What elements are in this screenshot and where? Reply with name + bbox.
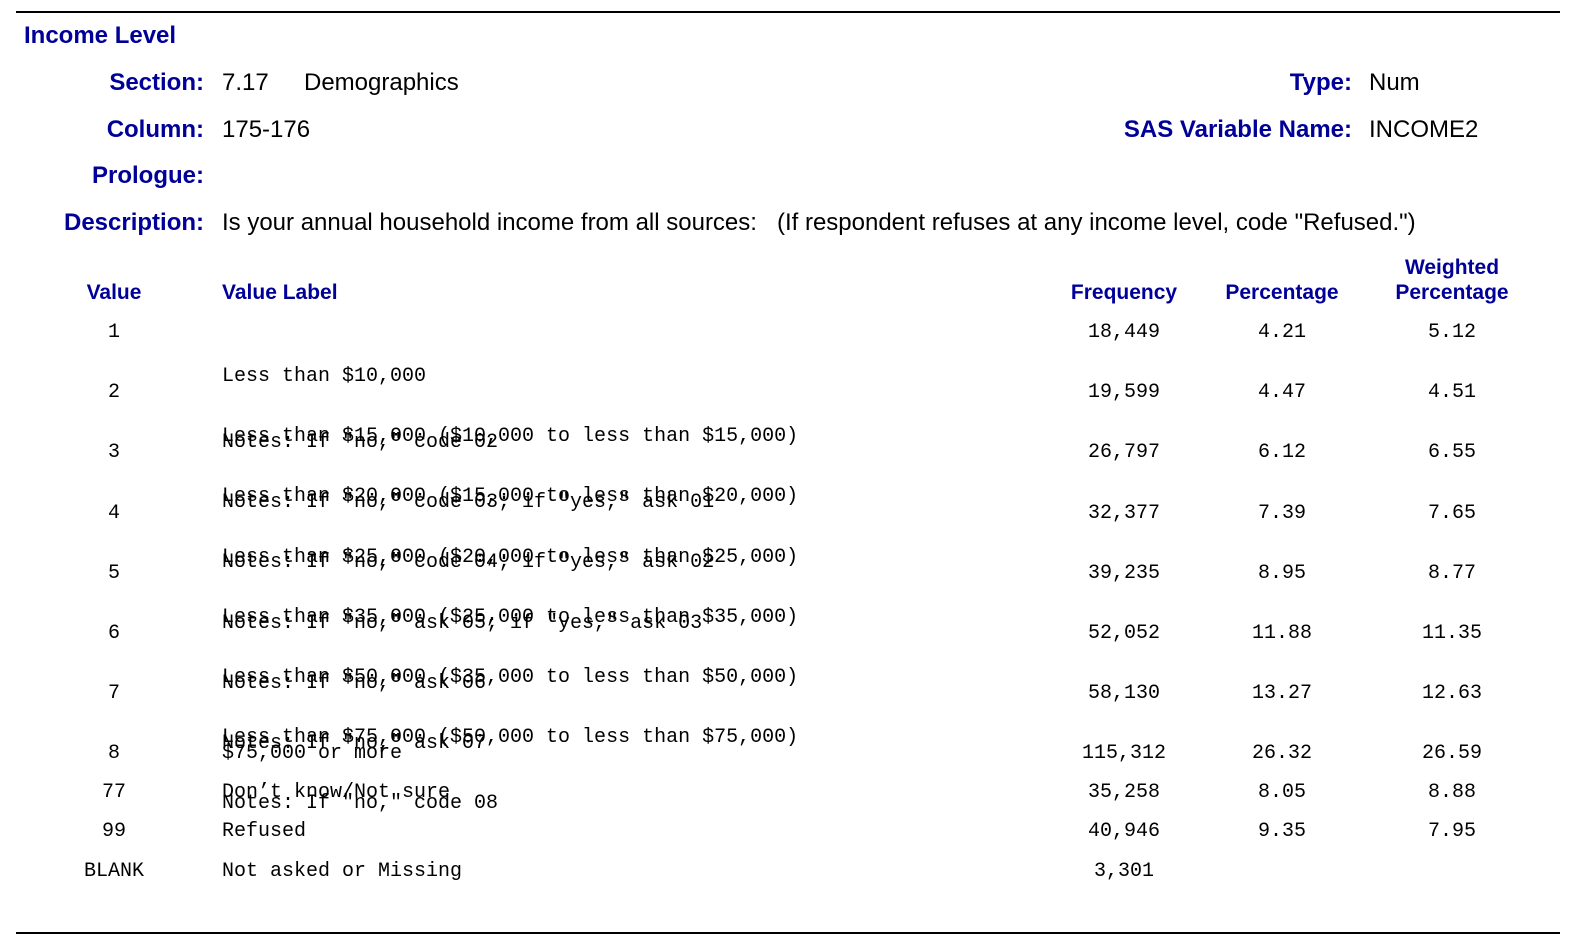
row-note: Notes: If "no," code 02 — [222, 431, 499, 454]
row-weighted-percentage: 5.12 — [1427, 321, 1476, 344]
row-frequency: 58,130 — [1087, 682, 1160, 705]
row-value: 8 — [107, 742, 120, 765]
row-frequency: 39,235 — [1087, 562, 1160, 585]
row-frequency: 26,797 — [1087, 441, 1160, 464]
row-percentage: 13.27 — [1251, 682, 1312, 705]
row-label-text: Less than $50,000 ($35,000 to less than … — [222, 666, 799, 689]
row-label: Don’t know/Not sure — [222, 781, 451, 804]
row-value: BLANK — [83, 860, 144, 883]
row-percentage: 26.32 — [1251, 742, 1312, 765]
row-label-text: Less than $75,000 ($50,000 to less than … — [222, 726, 799, 749]
row-weighted-percentage: 7.65 — [1427, 502, 1476, 525]
row-weighted-percentage: 11.35 — [1421, 622, 1482, 645]
row-label-text: Less than $25,000 ($20,000 to less than … — [222, 546, 799, 569]
row-frequency: 40,946 — [1087, 820, 1160, 843]
row-note: Notes: If "no," code 08 — [222, 792, 499, 815]
header-percentage: Percentage — [1225, 281, 1339, 304]
header-value: Value — [86, 281, 142, 304]
row-frequency: 35,258 — [1087, 781, 1160, 804]
row-label: Less than $35,000 ($25,000 to less than … — [222, 563, 798, 739]
column-label: Column: — [106, 116, 204, 143]
header-value-label: Value Label — [222, 281, 338, 304]
section-label: Section: — [109, 69, 204, 96]
row-note: Notes: If "no," code 04; if "yes," ask 0… — [222, 551, 715, 574]
row-note: Notes: If "no," ask 07 — [222, 732, 487, 755]
row-value: 2 — [107, 381, 120, 404]
row-value: 4 — [107, 502, 120, 525]
sas-variable-value: INCOME2 — [1369, 116, 1479, 143]
row-weighted-percentage: 6.55 — [1427, 441, 1476, 464]
row-value: 1 — [107, 321, 120, 344]
row-value: 6 — [107, 622, 120, 645]
row-note: Notes: If "no," code 03; if "yes," ask 0… — [222, 491, 715, 514]
type-value: Num — [1369, 69, 1420, 96]
row-value: 99 — [101, 820, 126, 843]
row-frequency: 52,052 — [1087, 622, 1160, 645]
top-divider — [16, 11, 1560, 13]
row-label: Refused — [222, 820, 307, 843]
header-weighted-line1: Weighted — [1404, 256, 1500, 279]
row-label-text: Less than $35,000 ($25,000 to less than … — [222, 606, 799, 629]
variable-title: Income Level — [24, 22, 177, 49]
sas-variable-label: SAS Variable Name: — [1123, 116, 1352, 143]
row-weighted-percentage: 12.63 — [1421, 682, 1482, 705]
header-frequency: Frequency — [1070, 281, 1178, 304]
row-percentage: 6.12 — [1257, 441, 1306, 464]
row-frequency: 18,449 — [1087, 321, 1160, 344]
row-label: Less than $20,000 ($15,000 to less than … — [222, 442, 798, 618]
row-weighted-percentage: 8.77 — [1427, 562, 1476, 585]
row-label: Less than $25,000 ($20,000 to less than … — [222, 503, 798, 679]
type-label: Type: — [1289, 69, 1352, 96]
row-percentage: 9.35 — [1257, 820, 1306, 843]
row-percentage: 4.21 — [1257, 321, 1306, 344]
row-percentage: 4.47 — [1257, 381, 1306, 404]
row-percentage: 8.05 — [1257, 781, 1306, 804]
row-weighted-percentage: 4.51 — [1427, 381, 1476, 404]
row-label-text: Less than $20,000 ($15,000 to less than … — [222, 485, 799, 508]
row-percentage: 11.88 — [1251, 622, 1312, 645]
row-frequency: 115,312 — [1081, 742, 1166, 765]
row-weighted-percentage: 8.88 — [1427, 781, 1476, 804]
row-frequency: 3,301 — [1093, 860, 1154, 883]
column-value: 175-176 — [222, 116, 311, 143]
row-weighted-percentage: 7.95 — [1427, 820, 1476, 843]
row-value: 77 — [101, 781, 126, 804]
description-label: Description: — [63, 209, 204, 236]
row-value: 7 — [107, 682, 120, 705]
header-weighted-percentage: Weighted Percentage — [1382, 255, 1522, 305]
row-value: 3 — [107, 441, 120, 464]
row-label: Less than $75,000 ($50,000 to less than … — [222, 683, 798, 859]
row-frequency: 19,599 — [1087, 381, 1160, 404]
section-name: Demographics — [304, 69, 459, 96]
prologue-label: Prologue: — [92, 162, 204, 189]
row-label-text: Less than $10,000 — [222, 365, 427, 388]
row-frequency: 32,377 — [1087, 502, 1160, 525]
row-label: Not asked or Missing — [222, 860, 463, 883]
row-label: Less than $15,000 ($10,000 to less than … — [222, 382, 798, 558]
row-label-text: Less than $15,000 ($10,000 to less than … — [222, 425, 799, 448]
row-note: Notes: If "no," ask 06 — [222, 672, 487, 695]
section-number: 7.17 — [222, 69, 269, 96]
row-percentage: 8.95 — [1257, 562, 1306, 585]
header-weighted-line2: Percentage — [1395, 281, 1509, 304]
row-note: Notes: If "no," ask 05; if "yes," ask 03 — [222, 612, 703, 635]
bottom-divider — [16, 932, 1560, 934]
row-label: Less than $50,000 ($35,000 to less than … — [222, 623, 798, 799]
description-text: Is your annual household income from all… — [222, 209, 1416, 236]
row-percentage: 7.39 — [1257, 502, 1306, 525]
row-label: $75,000 or more — [222, 742, 403, 765]
row-weighted-percentage: 26.59 — [1421, 742, 1482, 765]
row-value: 5 — [107, 562, 120, 585]
row-label: Less than $10,000 Notes: If "no," code 0… — [222, 322, 498, 498]
